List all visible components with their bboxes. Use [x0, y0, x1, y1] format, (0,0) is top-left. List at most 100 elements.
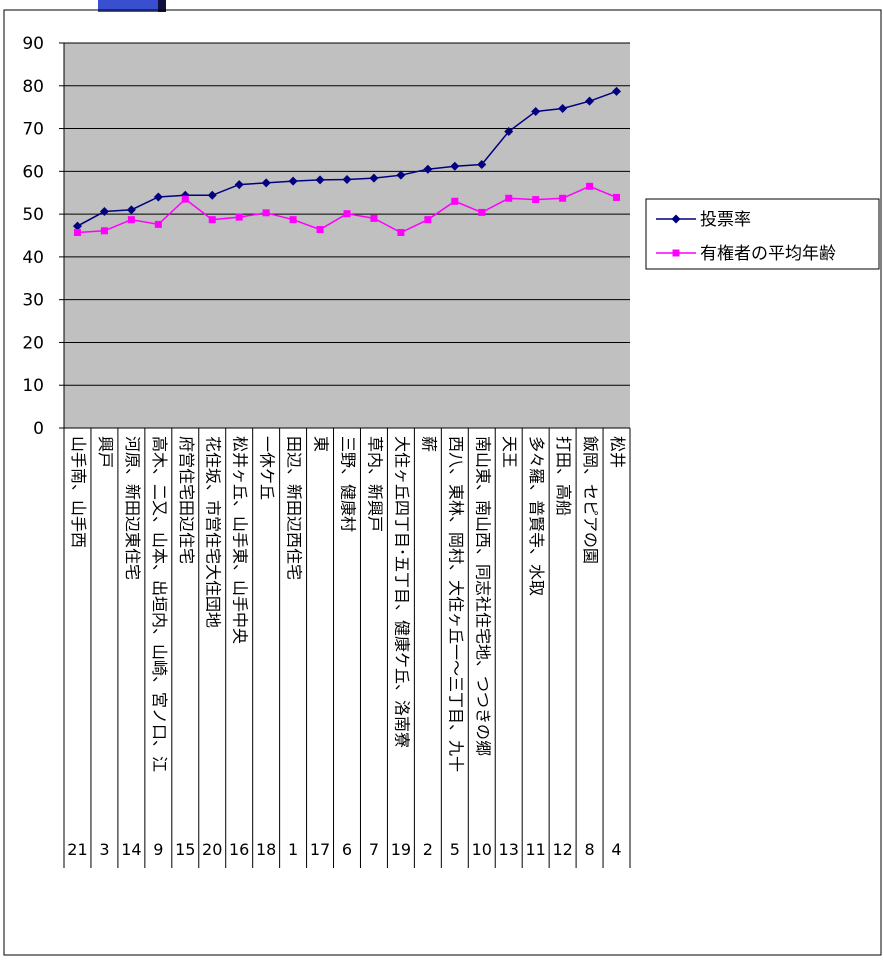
data-point-1 — [342, 174, 352, 184]
data-point-1 — [396, 170, 406, 180]
data-point-1 — [315, 175, 325, 185]
data-point-2 — [73, 229, 81, 237]
data-point-1 — [261, 178, 271, 188]
data-point-2 — [181, 195, 189, 203]
data-point-1 — [531, 106, 541, 116]
data-point-1 — [369, 173, 379, 183]
header-decoration — [98, 0, 164, 12]
y-tick-label: 20 — [22, 333, 44, 353]
data-point-1 — [612, 86, 622, 96]
y-tick-label: 50 — [22, 205, 44, 225]
x-category-label: 松井 — [608, 436, 627, 468]
data-point-2 — [532, 196, 540, 204]
data-point-2 — [451, 197, 459, 205]
x-category-label: 松井ヶ丘、山手東、山手中央 — [231, 436, 250, 644]
legend-label-1: 投票率 — [700, 210, 751, 230]
x-code-label: 2 — [423, 840, 433, 859]
x-code-label: 9 — [153, 840, 163, 859]
y-tick-label: 60 — [22, 162, 44, 182]
y-tick-label: 80 — [22, 77, 44, 97]
data-point-2 — [505, 194, 513, 202]
x-code-label: 6 — [342, 840, 352, 859]
x-category-label: 打田、高船 — [554, 436, 573, 516]
data-point-1 — [288, 176, 298, 186]
data-point-1 — [558, 103, 568, 113]
x-category-label: 一休ケ丘 — [258, 436, 277, 500]
x-code-label: 7 — [369, 840, 379, 859]
data-point-2 — [100, 227, 108, 235]
x-code-label: 15 — [175, 840, 195, 859]
x-category-label: 薪 — [419, 436, 438, 452]
data-point-2 — [289, 216, 297, 224]
data-point-1 — [126, 205, 136, 215]
x-category-label: 山手南、山手西 — [69, 436, 88, 548]
x-code-label: 5 — [450, 840, 460, 859]
data-point-1 — [450, 161, 460, 171]
x-category-label: 天王 — [500, 436, 519, 468]
data-point-2 — [154, 220, 162, 228]
x-code-label: 19 — [391, 840, 411, 859]
x-category-label: 田辺、新田辺西住宅 — [285, 436, 304, 580]
y-tick-label: 70 — [22, 120, 44, 140]
data-point-2 — [343, 210, 351, 218]
legend-marker-1 — [671, 214, 681, 224]
x-category-label: 府営住宅田辺住宅 — [177, 436, 196, 564]
data-point-2 — [586, 182, 594, 190]
data-point-1 — [477, 159, 487, 169]
data-point-2 — [424, 216, 432, 224]
x-code-label: 11 — [525, 840, 545, 859]
data-point-2 — [478, 208, 486, 216]
data-point-2 — [613, 193, 621, 201]
legend-marker-2 — [672, 249, 680, 257]
data-point-2 — [316, 226, 324, 234]
y-tick-label: 90 — [22, 34, 44, 54]
x-category-label: 飯岡、セピアの園 — [581, 436, 600, 564]
x-category-label: 花住坂、市営住宅大住団地 — [204, 436, 223, 628]
x-code-label: 10 — [472, 840, 492, 859]
x-category-label: 西八、東林、岡村、大住ヶ丘一～三丁目、九十 — [446, 436, 465, 772]
y-tick-label: 10 — [22, 376, 44, 396]
plot-area — [64, 43, 630, 428]
data-point-1 — [72, 221, 82, 231]
data-point-1 — [504, 127, 514, 137]
data-point-2 — [262, 209, 270, 217]
data-point-2 — [127, 216, 135, 224]
x-category-label: 興戸 — [96, 436, 115, 468]
data-point-2 — [559, 194, 567, 202]
data-point-1 — [99, 207, 109, 217]
x-category-label: 東 — [312, 436, 331, 452]
y-tick-label: 30 — [22, 291, 44, 311]
data-point-1 — [423, 164, 433, 174]
data-point-2 — [208, 216, 216, 224]
x-category-label: 大住ヶ丘四丁目･五丁目、健康ケ丘、洛南寮 — [392, 436, 411, 748]
legend-label-2: 有権者の平均年齢 — [700, 244, 836, 264]
x-code-label: 16 — [229, 840, 249, 859]
x-code-label: 1 — [288, 840, 298, 859]
chart-area-border — [3, 9, 882, 956]
x-code-label: 12 — [552, 840, 572, 859]
x-code-label: 20 — [202, 840, 222, 859]
legend-box — [645, 198, 880, 270]
x-code-label: 21 — [67, 840, 87, 859]
x-code-label: 8 — [584, 840, 594, 859]
x-category-label: 草内、新興戸 — [365, 436, 384, 532]
data-point-2 — [397, 229, 405, 237]
x-category-label: 多々羅、普賢寺、水取 — [527, 436, 546, 596]
data-point-1 — [234, 180, 244, 190]
data-point-2 — [370, 214, 378, 222]
y-tick-label: 0 — [33, 419, 44, 439]
data-point-1 — [585, 96, 595, 106]
data-point-1 — [207, 190, 217, 200]
data-point-2 — [235, 213, 243, 221]
x-category-label: 河原、新田辺東住宅 — [123, 436, 142, 580]
x-code-label: 13 — [499, 840, 519, 859]
data-point-1 — [153, 192, 163, 202]
y-tick-label: 40 — [22, 248, 44, 268]
x-code-label: 14 — [121, 840, 141, 859]
x-code-label: 3 — [99, 840, 109, 859]
header-decoration-bar — [158, 0, 166, 12]
x-category-label: 三野、健康村 — [339, 436, 358, 532]
x-category-label: 高木、二又、山本、出垣内、山崎、宮ノ口、江 — [150, 436, 169, 772]
